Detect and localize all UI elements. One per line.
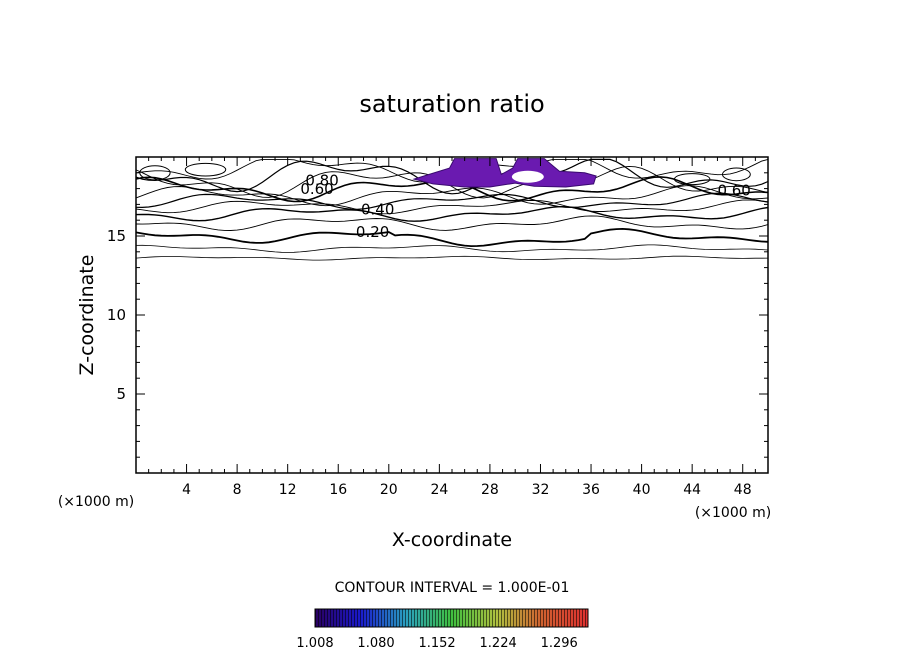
x-tick-label: 36 bbox=[582, 482, 600, 498]
x-tick-label: 32 bbox=[532, 482, 550, 498]
contour-labels: 0.800.60 0.600.400.20 bbox=[300, 171, 751, 240]
contour-line bbox=[135, 199, 769, 215]
colorbar-tick-label: 1.296 bbox=[541, 636, 578, 651]
colorbar bbox=[314, 608, 589, 628]
y-tick-label: 5 bbox=[116, 385, 126, 403]
x-tick-label: 24 bbox=[430, 482, 448, 498]
contour-label: 0.20 bbox=[356, 223, 389, 241]
colorbar-tick-labels: 1.008 1.080 1.152 1.224 1.296 bbox=[296, 636, 577, 651]
contour-label: 0.60 bbox=[717, 182, 750, 200]
contour-line bbox=[135, 206, 769, 222]
contour-line bbox=[135, 185, 769, 207]
contour-line bbox=[135, 158, 769, 195]
colorbar-stripes bbox=[315, 609, 588, 627]
x-tick-label: 44 bbox=[683, 482, 701, 498]
x-tick-label: 28 bbox=[481, 482, 499, 498]
y-axis: 5 10 15 bbox=[107, 172, 768, 458]
x-axis: 4 8 12 16 20 24 28 32 36 40 44 48 bbox=[148, 157, 756, 498]
colorbar-tick-label: 1.080 bbox=[357, 636, 394, 651]
shaded-region-hole bbox=[511, 170, 544, 183]
x-tick-label: 48 bbox=[734, 482, 752, 498]
y-tick-label: 10 bbox=[107, 306, 126, 324]
colorbar-tick-label: 1.152 bbox=[418, 636, 455, 651]
contour-loop bbox=[673, 173, 711, 186]
contour-line bbox=[135, 192, 769, 210]
x-axis-label: X-coordinate bbox=[392, 529, 512, 551]
x-tick-label: 20 bbox=[380, 482, 398, 498]
x-unit-left: (×1000 m) bbox=[58, 494, 134, 510]
shaded-region bbox=[412, 158, 597, 188]
chart-title: saturation ratio bbox=[359, 90, 544, 118]
x-tick-label: 4 bbox=[182, 482, 191, 498]
contour-loop bbox=[184, 162, 227, 177]
contour-loop bbox=[721, 167, 751, 182]
contour-line bbox=[135, 215, 769, 231]
contour-label: 0.40 bbox=[361, 201, 394, 219]
contour-line bbox=[135, 255, 769, 261]
contour-line bbox=[135, 244, 769, 253]
y-axis-label: Z-coordinate bbox=[76, 255, 98, 376]
x-tick-label: 16 bbox=[329, 482, 347, 498]
colorbar-tick-label: 1.224 bbox=[480, 636, 517, 651]
supersaturation-region bbox=[412, 158, 597, 188]
x-tick-label: 12 bbox=[279, 482, 297, 498]
contour-label: 0.80 bbox=[305, 171, 338, 189]
plot-frame bbox=[135, 156, 769, 474]
colorbar-border bbox=[314, 608, 589, 628]
colorbar-tick-label: 1.008 bbox=[296, 636, 333, 651]
x-tick-label: 40 bbox=[633, 482, 651, 498]
x-tick-label: 8 bbox=[233, 482, 242, 498]
contour-label: 0.60 bbox=[300, 180, 333, 198]
y-tick-label: 15 bbox=[107, 227, 126, 245]
contour-interval-text: CONTOUR INTERVAL = 1.000E-01 bbox=[335, 580, 570, 596]
x-unit-right: (×1000 m) bbox=[695, 505, 771, 521]
contour-line bbox=[135, 227, 769, 248]
